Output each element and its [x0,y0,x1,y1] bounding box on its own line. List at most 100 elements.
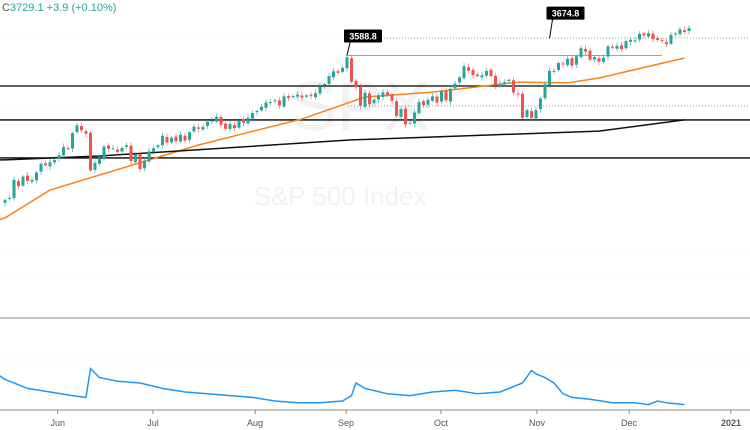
candle-body [273,100,277,102]
horizontal-levels[interactable] [0,37,750,159]
candle [575,54,578,68]
x-axis-ticks: Jun Jul Aug Sep Oct Nov Dec 2021 [50,410,741,428]
candle [174,134,178,145]
candle [62,143,65,159]
candle-body [611,46,614,48]
candle [26,172,29,185]
candle-body [143,160,146,169]
candle-body [116,149,119,152]
candle-body [291,96,295,98]
candle [170,135,173,145]
candle [260,103,263,112]
candle [449,85,452,105]
candle-body [287,96,290,98]
candle [660,37,664,44]
candle-body [678,29,682,35]
candle [620,42,623,53]
candle-body [17,180,20,187]
change-pct: (+0.10%) [71,2,117,14]
candle [269,99,272,106]
candle-body [507,79,511,81]
candle [647,30,650,38]
candle [102,144,106,161]
x-tick-label-jul: Jul [147,418,159,428]
candle [75,122,79,135]
candle-body [543,84,547,99]
candle [633,36,637,43]
candle-body [327,76,331,84]
candle [17,178,20,190]
candle [242,116,245,127]
watermark-name: S&P 500 Index [254,181,427,211]
candle-body [629,39,632,42]
candle-body [494,75,497,86]
callout-box [344,29,382,43]
candle-body [3,199,7,203]
indicator-line [0,367,685,406]
candle-body [152,148,155,152]
candle-body [395,101,398,116]
candle [71,131,74,152]
change-value: +3.9 [46,2,69,14]
candle-body [21,176,25,186]
candle [611,44,614,50]
candle [548,67,551,89]
candle [687,25,691,35]
price-legend: C3729.1 +3.9 (+0.10%) [2,2,116,14]
candle [467,63,470,74]
callout-pointer [346,42,351,56]
candle [44,159,47,167]
candle-body [125,145,128,147]
candle [674,31,677,38]
x-tick-label-oct: Oct [434,418,449,428]
candle-body [660,39,664,41]
candle-body [606,46,610,57]
candle-body [449,88,452,102]
candle-body [485,70,488,76]
candle [476,72,479,78]
candle-body [647,33,650,37]
candle-body [44,163,47,166]
candle-body [345,57,349,69]
candle [597,54,601,65]
candle-body [296,94,299,97]
candle [296,91,299,100]
candle [683,26,686,35]
candle [318,83,322,96]
candle [156,143,160,149]
candle-body [363,92,367,107]
candle [624,39,628,50]
candle-body [431,96,434,101]
candle-body [66,148,70,150]
candle-body [539,98,542,110]
candle-body [251,113,254,119]
candle-body [237,120,241,128]
candle-body [408,122,412,124]
candle [431,92,434,103]
candle-body [638,33,641,40]
candle-body [597,58,601,62]
close-value: 3729.1 [9,2,44,14]
candle [386,89,389,98]
candle [39,161,43,175]
candle [539,96,542,113]
candle [287,94,290,102]
candle [323,82,326,89]
candle-body [102,146,106,159]
candle-body [368,93,371,105]
candle-body [471,69,475,76]
candle-body [584,48,587,52]
candle [629,36,632,46]
candle [98,154,101,167]
candle [534,106,538,121]
candle [426,97,430,109]
candle [399,105,403,120]
ma50-line [0,57,685,221]
candle-body [219,116,223,125]
candle-body [579,48,583,58]
candle [363,89,367,109]
candle-body [381,92,385,97]
candle-body [323,84,326,86]
candle-body [57,155,61,159]
